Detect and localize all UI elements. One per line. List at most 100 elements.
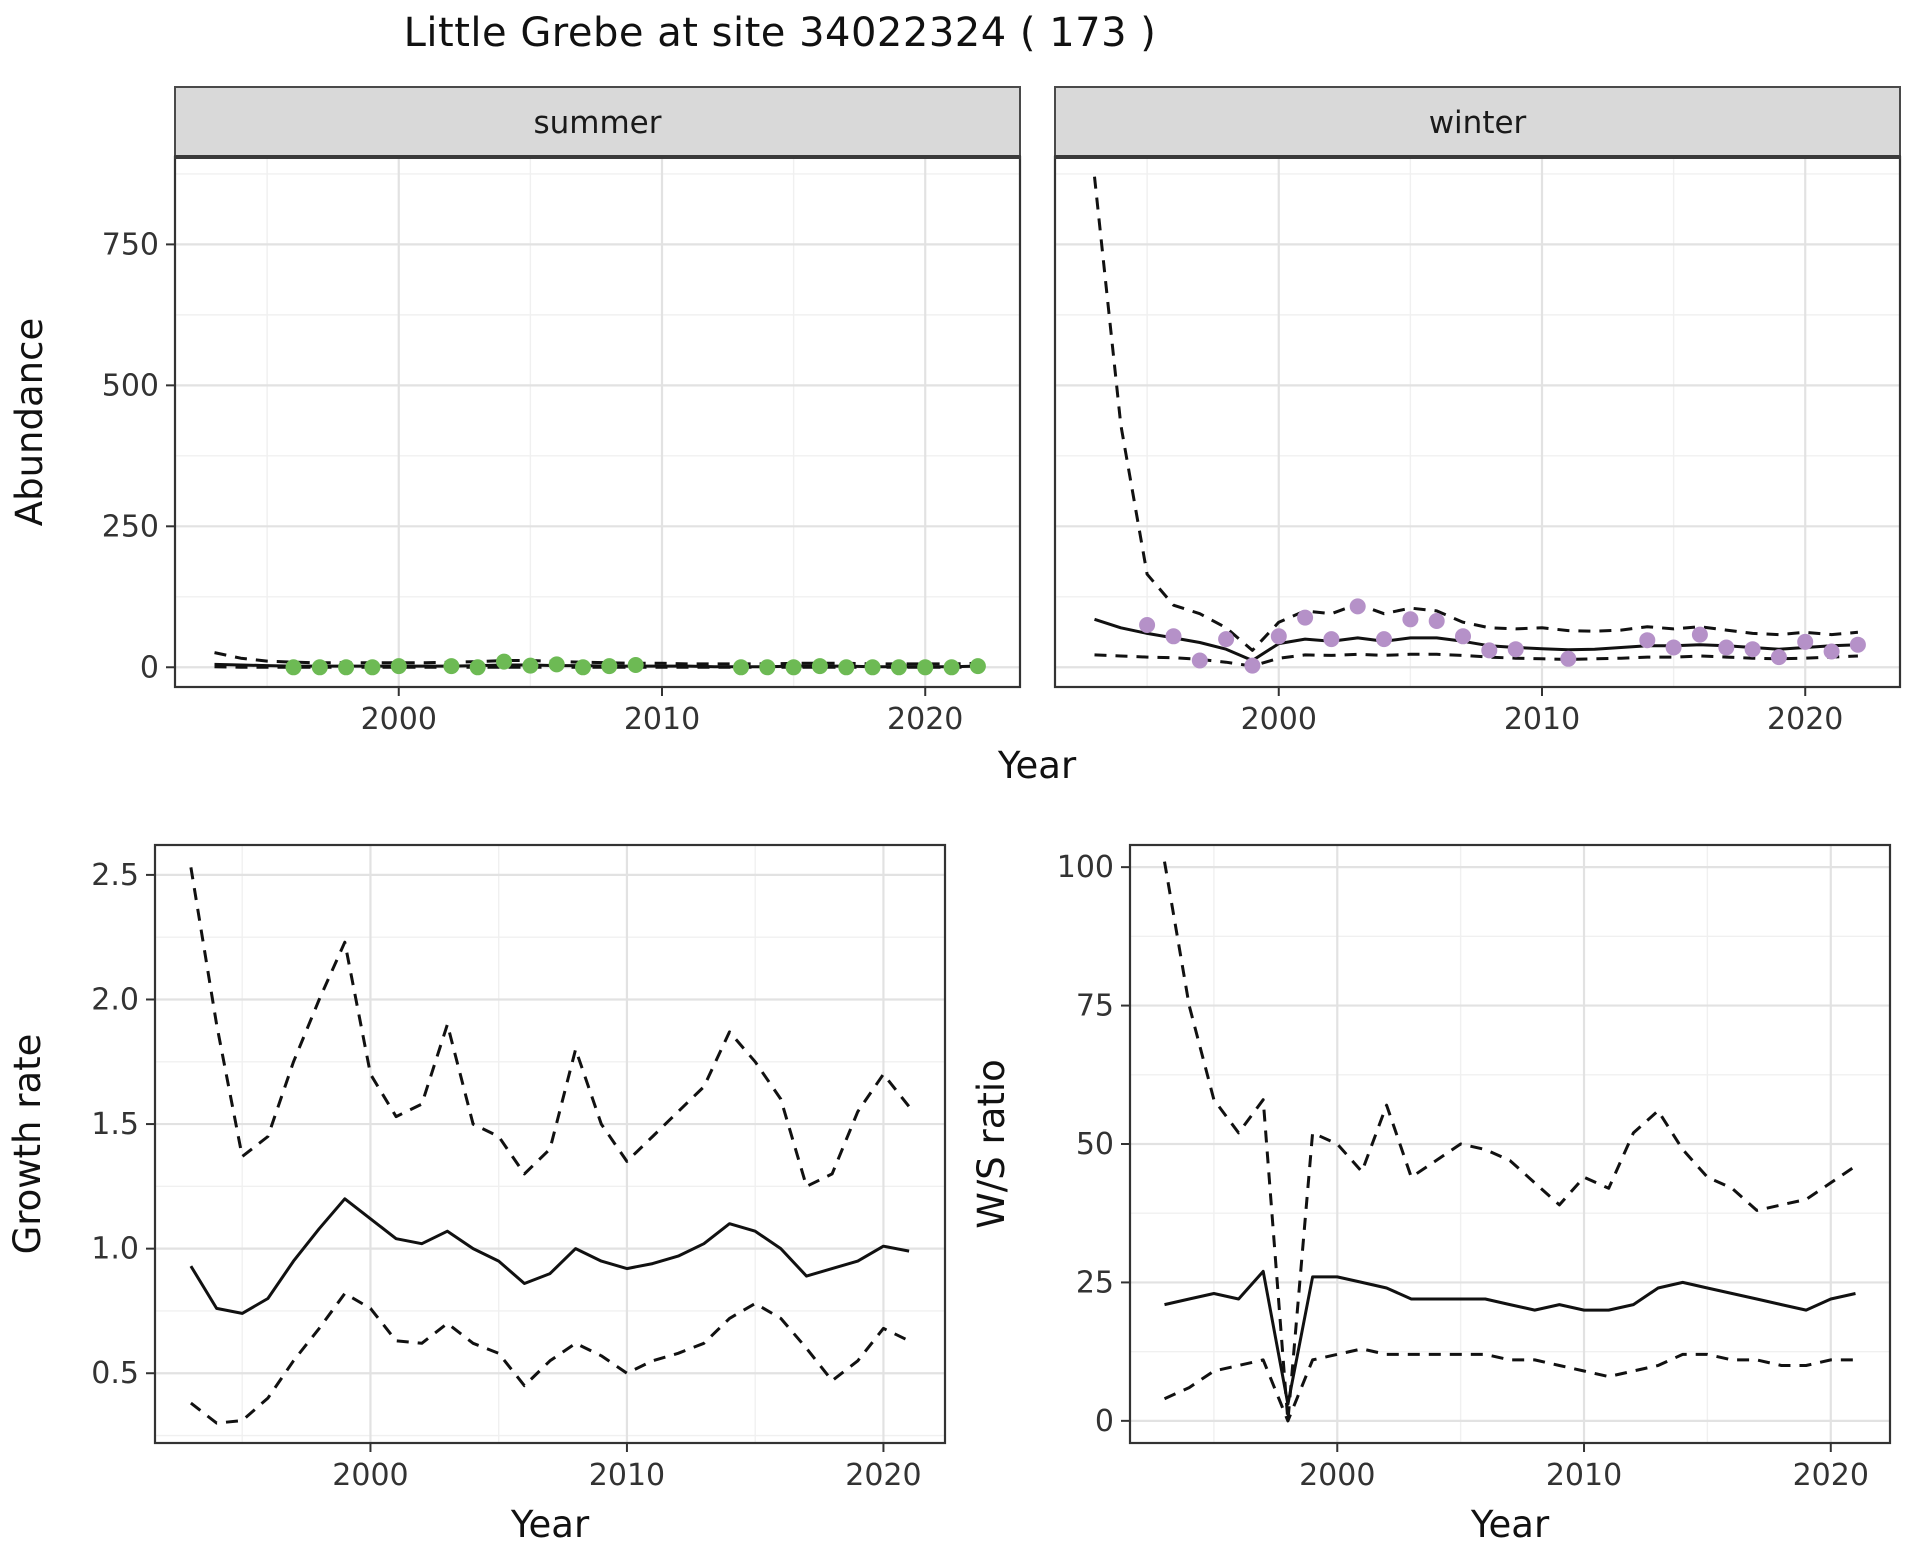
chart-title: Little Grebe at site 34022324 ( 173 ) — [403, 10, 1157, 56]
abundance-chart: 2000 2010 2020 0 250 500 750 summer 2000 2010 2020… — [8, 86, 1902, 787]
data-point — [733, 659, 749, 676]
facet-strip — [174, 86, 1021, 158]
data-point — [522, 657, 539, 674]
y-tick-label: 2.0 — [91, 982, 139, 1017]
x-axis-label-year-growth: Year — [510, 1503, 590, 1546]
data-point — [548, 656, 565, 673]
data-point — [1218, 631, 1235, 648]
data-point — [759, 659, 776, 676]
data-point — [1139, 617, 1156, 633]
y-tick-label: 1.5 — [91, 1107, 139, 1142]
y-tick-label: 750 — [102, 227, 159, 262]
y-axis-label-ws-ratio: W/S ratio — [970, 1059, 1013, 1229]
y-tick-label: 2.5 — [91, 858, 139, 893]
y-tick-label: 50 — [1076, 1127, 1114, 1162]
panel-abundance-winter: 2000 2010 2020 winter — [1053, 86, 1902, 737]
data-point — [1823, 643, 1840, 660]
x-axis-label-year-top: Year — [997, 744, 1077, 787]
series-upper-ci — [1163, 861, 1857, 1423]
series-lower-ci — [189, 1292, 910, 1425]
data-point — [364, 659, 381, 676]
data-point — [311, 659, 328, 676]
y-tick-label: 75 — [1076, 989, 1114, 1024]
series-upper-ci — [1093, 176, 1859, 652]
data-point — [1270, 628, 1287, 645]
data-point — [575, 659, 591, 676]
x-tick-label: 2000 — [1241, 702, 1317, 737]
data-point — [1691, 626, 1708, 643]
data-point — [1849, 636, 1866, 653]
y-axis-label-abundance: Abundance — [8, 318, 51, 526]
data-point — [1323, 631, 1340, 648]
data-point — [1718, 639, 1735, 656]
panel-background — [155, 845, 945, 1443]
data-point — [496, 653, 512, 670]
data-point — [1770, 649, 1787, 666]
data-point — [785, 659, 802, 676]
data-point — [1481, 642, 1498, 659]
series-median — [189, 1197, 910, 1315]
points-observed-winter — [1139, 598, 1866, 674]
x-tick-label: 2020 — [1793, 1458, 1869, 1493]
y-tick-label: 100 — [1057, 850, 1114, 885]
data-point — [1376, 631, 1392, 648]
data-point — [1665, 639, 1682, 656]
x-tick-label: 2010 — [589, 1458, 665, 1493]
x-tick-label: 2020 — [887, 702, 963, 737]
data-point — [969, 658, 986, 675]
facet-strip-label: winter — [1429, 105, 1527, 141]
data-point — [1639, 632, 1656, 649]
x-tick-label: 2000 — [1299, 1458, 1375, 1493]
data-point — [917, 659, 934, 676]
y-tick-label: 0 — [1095, 1404, 1114, 1439]
panel-growth-rate: 2000 2010 2020 0.5 1.0 1.5 2.0 2.5 — [91, 843, 947, 1493]
x-tick-label: 2010 — [624, 702, 700, 737]
x-tick-label: 2010 — [1546, 1458, 1622, 1493]
panel-abundance-summer: 2000 2010 2020 0 250 500 750 summer — [102, 86, 1022, 737]
data-point — [285, 659, 302, 676]
x-axis-label-year-ws: Year — [1470, 1503, 1550, 1546]
data-point — [1165, 628, 1182, 645]
data-point — [1560, 650, 1577, 667]
y-axis-label-growth-rate: Growth rate — [6, 1034, 49, 1255]
x-tick-label: 2020 — [1767, 702, 1843, 737]
facet-strip-label: summer — [533, 105, 661, 141]
growth-rate-chart: 2000 2010 2020 0.5 1.0 1.5 2.0 2.5 Growth rate Ye… — [6, 843, 947, 1546]
data-point — [338, 659, 355, 676]
data-point — [1428, 613, 1445, 629]
data-point — [469, 659, 486, 676]
data-point — [943, 659, 960, 676]
x-tick-label: 2000 — [332, 1458, 408, 1493]
series-median — [1164, 1269, 1856, 1406]
data-point — [1191, 652, 1208, 669]
data-point — [811, 658, 828, 675]
data-point — [1244, 657, 1261, 674]
data-point — [1349, 598, 1366, 615]
y-tick-label: 0.5 — [91, 1356, 139, 1391]
data-point — [838, 659, 855, 676]
y-tick-label: 0 — [140, 650, 159, 685]
facet-strip — [1054, 86, 1901, 158]
data-point — [1797, 633, 1814, 650]
data-point — [1744, 641, 1761, 658]
data-point — [627, 657, 644, 673]
series-upper-ci — [189, 867, 911, 1188]
data-point — [443, 658, 460, 675]
x-tick-label: 2010 — [1504, 702, 1580, 737]
data-point — [601, 658, 618, 675]
data-point — [1455, 628, 1471, 645]
series-lower-ci — [1163, 1347, 1856, 1423]
data-point — [390, 658, 407, 675]
panel-ws-ratio: 2000 2010 2020 0 25 50 75 100 — [1057, 843, 1892, 1493]
ws-ratio-chart: 2000 2010 2020 0 25 50 75 100 W/S ratio Year — [970, 843, 1892, 1546]
series-lower-ci — [1094, 652, 1858, 668]
y-tick-label: 500 — [102, 368, 159, 403]
y-tick-label: 1.0 — [91, 1232, 139, 1267]
data-point — [1297, 609, 1314, 626]
x-tick-label: 2000 — [361, 702, 437, 737]
data-point — [864, 659, 881, 676]
points-observed-summer — [285, 653, 986, 676]
y-tick-label: 250 — [102, 509, 159, 544]
panel-background — [175, 157, 1020, 687]
